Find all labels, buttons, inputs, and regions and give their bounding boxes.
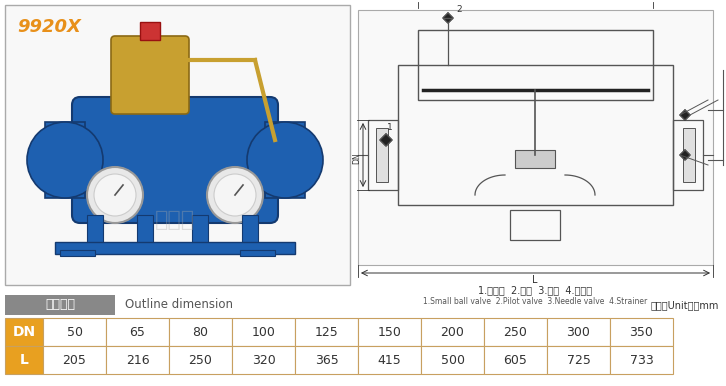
Bar xyxy=(169,318,232,346)
Bar xyxy=(421,346,484,374)
Bar xyxy=(43,346,106,374)
Circle shape xyxy=(247,122,323,198)
Text: Outline dimension: Outline dimension xyxy=(125,298,233,312)
FancyBboxPatch shape xyxy=(72,97,278,223)
Bar xyxy=(484,318,547,346)
Text: 605: 605 xyxy=(504,354,527,366)
Bar xyxy=(683,128,695,182)
Bar xyxy=(673,120,703,190)
Bar xyxy=(358,10,713,265)
Text: DN: DN xyxy=(352,152,361,164)
Polygon shape xyxy=(380,134,392,146)
Polygon shape xyxy=(443,13,453,23)
Circle shape xyxy=(214,174,256,216)
Bar xyxy=(398,65,673,205)
Bar xyxy=(418,30,653,100)
Text: 725: 725 xyxy=(566,354,590,366)
Bar xyxy=(376,128,388,182)
Bar xyxy=(137,215,153,245)
Bar xyxy=(140,22,160,40)
Text: 205: 205 xyxy=(62,354,86,366)
Text: 250: 250 xyxy=(189,354,213,366)
Text: 2: 2 xyxy=(456,5,462,15)
Text: 415: 415 xyxy=(378,354,401,366)
Bar xyxy=(295,346,358,374)
Bar xyxy=(295,318,358,346)
Bar xyxy=(106,346,169,374)
Text: L: L xyxy=(532,275,538,285)
Bar xyxy=(43,318,106,346)
Text: 500: 500 xyxy=(441,354,465,366)
Text: 300: 300 xyxy=(566,325,590,339)
Bar xyxy=(5,318,43,346)
Bar xyxy=(358,318,421,346)
Text: 733: 733 xyxy=(629,354,653,366)
Bar xyxy=(87,215,103,245)
Circle shape xyxy=(27,122,103,198)
Bar xyxy=(5,295,115,315)
Bar xyxy=(610,346,673,374)
Bar xyxy=(232,346,295,374)
Circle shape xyxy=(94,174,136,216)
Bar xyxy=(232,318,295,346)
Text: 150: 150 xyxy=(378,325,401,339)
Bar xyxy=(55,242,295,254)
Polygon shape xyxy=(680,110,690,120)
Bar xyxy=(368,120,398,190)
Bar xyxy=(45,122,85,198)
Text: 80: 80 xyxy=(192,325,208,339)
Text: 9920X: 9920X xyxy=(17,18,81,36)
FancyBboxPatch shape xyxy=(111,36,189,114)
Text: 单位（Unit）：mm: 单位（Unit）：mm xyxy=(650,300,719,310)
Circle shape xyxy=(87,167,143,223)
Bar xyxy=(106,318,169,346)
Bar xyxy=(610,318,673,346)
Bar xyxy=(5,5,350,285)
Bar xyxy=(358,346,421,374)
Text: 50: 50 xyxy=(67,325,83,339)
Text: 365: 365 xyxy=(314,354,338,366)
Text: DN: DN xyxy=(12,325,36,339)
Bar xyxy=(547,318,610,346)
Bar xyxy=(5,346,43,374)
Text: 65: 65 xyxy=(129,325,145,339)
Bar xyxy=(192,215,208,245)
Text: 216: 216 xyxy=(126,354,150,366)
Bar xyxy=(60,250,95,256)
Text: 100: 100 xyxy=(252,325,275,339)
Bar xyxy=(515,150,555,168)
Text: 埃美柯: 埃美柯 xyxy=(155,210,195,230)
Text: 125: 125 xyxy=(314,325,338,339)
Text: 200: 200 xyxy=(441,325,465,339)
Bar xyxy=(240,250,275,256)
Text: 320: 320 xyxy=(252,354,275,366)
Bar xyxy=(169,346,232,374)
Text: 1: 1 xyxy=(387,124,393,132)
Circle shape xyxy=(207,167,263,223)
Text: 1.小球阀  2.导阀  3.针阀  4.过滤器: 1.小球阀 2.导阀 3.针阀 4.过滤器 xyxy=(478,285,592,295)
Bar xyxy=(242,215,258,245)
Bar xyxy=(265,122,305,198)
Polygon shape xyxy=(680,150,690,160)
Text: 250: 250 xyxy=(504,325,527,339)
Text: 外型尺寸: 外型尺寸 xyxy=(45,298,75,312)
Text: L: L xyxy=(20,353,28,367)
Bar xyxy=(484,346,547,374)
Bar xyxy=(421,318,484,346)
Bar xyxy=(547,346,610,374)
Text: 1.Small ball valve  2.Pilot valve  3.Needle valve  4.Strainer: 1.Small ball valve 2.Pilot valve 3.Needl… xyxy=(423,297,647,306)
Bar xyxy=(510,210,560,240)
Text: 350: 350 xyxy=(629,325,653,339)
